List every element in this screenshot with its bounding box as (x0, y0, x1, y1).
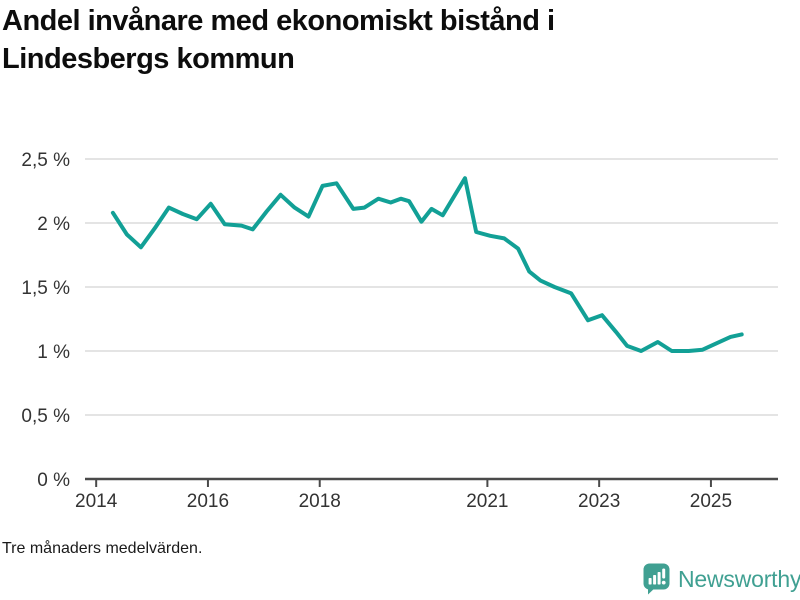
chart-title-line1: Andel invånare med ekonomiskt bistånd i (2, 5, 555, 37)
svg-text:2,5 %: 2,5 % (21, 150, 70, 171)
svg-text:2021: 2021 (466, 491, 508, 512)
chart-title-line2: Lindesbergs kommun (2, 43, 295, 75)
svg-text:2014: 2014 (75, 491, 118, 512)
svg-text:2016: 2016 (187, 491, 229, 512)
chart-footnote: Tre månaders medelvärden. (2, 540, 203, 557)
svg-text:2023: 2023 (578, 491, 620, 512)
newsworthy-bubble-chart-icon (643, 563, 670, 595)
chart-title: Andel invånare med ekonomiskt bistånd i L… (2, 2, 742, 78)
svg-text:0 %: 0 % (37, 470, 70, 491)
svg-text:2018: 2018 (299, 491, 341, 512)
svg-text:2025: 2025 (690, 491, 732, 512)
svg-text:0,5 %: 0,5 % (21, 406, 70, 427)
svg-text:1,5 %: 1,5 % (21, 278, 70, 299)
svg-text:2 %: 2 % (37, 214, 70, 235)
newsworthy-logo: Newsworthy (643, 563, 800, 595)
newsworthy-wordmark: Newsworthy (678, 565, 800, 592)
svg-text:1 %: 1 % (37, 342, 70, 363)
